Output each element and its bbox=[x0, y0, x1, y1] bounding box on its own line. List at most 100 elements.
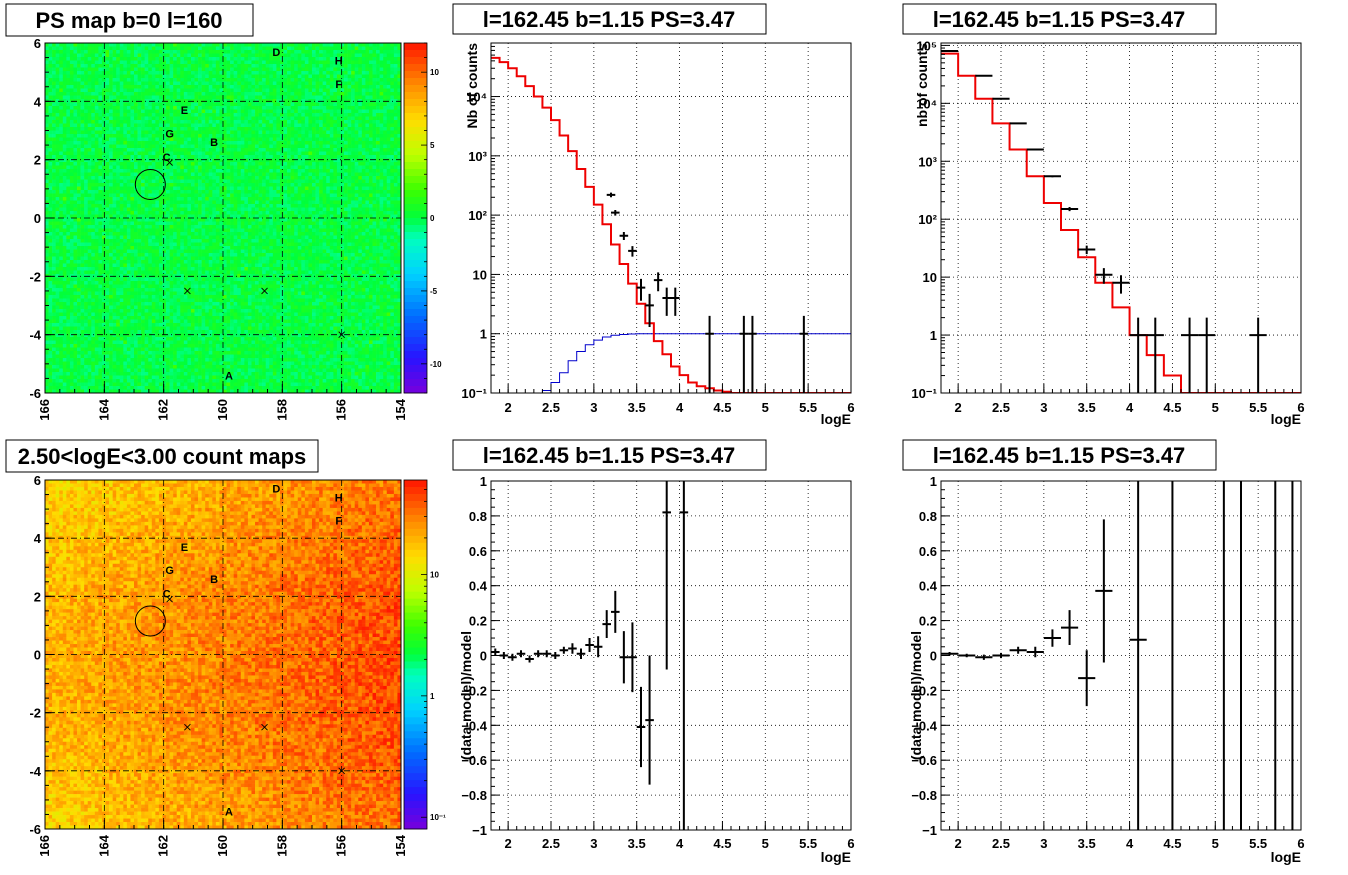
heatmap-cell bbox=[101, 242, 106, 247]
heatmap-cell bbox=[105, 340, 110, 345]
heatmap-cell bbox=[187, 144, 192, 149]
heatmap-cell bbox=[144, 333, 149, 338]
heatmap-cell bbox=[112, 379, 117, 383]
heatmap-cell bbox=[180, 361, 185, 366]
heatmap-cell bbox=[80, 361, 85, 366]
heatmap-cell bbox=[77, 113, 81, 117]
heatmap-cell bbox=[80, 312, 85, 317]
heatmap-cell bbox=[52, 221, 56, 226]
heatmap-cell bbox=[155, 71, 160, 75]
heatmap-cell bbox=[116, 207, 121, 212]
heatmap-cell bbox=[162, 351, 167, 355]
heatmap-cell bbox=[144, 214, 149, 219]
heatmap-cell bbox=[130, 207, 135, 212]
heatmap-cell bbox=[190, 344, 195, 348]
heatmap-cell bbox=[151, 46, 156, 51]
heatmap-cell bbox=[158, 155, 163, 159]
heatmap-cell bbox=[148, 344, 153, 348]
heatmap-cell bbox=[59, 253, 64, 257]
heatmap-cell bbox=[166, 260, 170, 264]
heatmap-cell bbox=[130, 116, 135, 121]
heatmap-cell bbox=[201, 60, 206, 65]
heatmap-cell bbox=[126, 71, 131, 75]
heatmap-cell bbox=[190, 204, 195, 208]
heatmap-cell bbox=[52, 347, 56, 352]
heatmap-cell bbox=[126, 169, 131, 173]
heatmap-cell bbox=[109, 85, 113, 89]
heatmap-cell bbox=[148, 358, 153, 362]
heatmap-cell bbox=[101, 137, 106, 142]
heatmap-cell bbox=[151, 344, 156, 348]
heatmap-cell bbox=[158, 57, 163, 61]
heatmap-cell bbox=[77, 316, 81, 320]
heatmap-cell bbox=[130, 267, 135, 271]
heatmap-cell bbox=[55, 130, 60, 135]
heatmap-cell bbox=[198, 260, 202, 264]
heatmap-cell bbox=[55, 46, 60, 51]
heatmap-cell bbox=[166, 113, 170, 117]
heatmap-cell bbox=[52, 253, 56, 257]
heatmap-cell bbox=[109, 43, 113, 47]
heatmap-cell bbox=[101, 78, 106, 82]
heatmap-cell bbox=[176, 375, 181, 380]
heatmap-cell bbox=[162, 53, 167, 58]
heatmap-cell bbox=[158, 53, 163, 58]
heatmap-cell bbox=[198, 277, 202, 282]
heatmap-cell bbox=[166, 74, 170, 79]
heatmap-cell bbox=[94, 165, 99, 170]
heatmap-cell bbox=[144, 309, 149, 313]
heatmap-cell bbox=[48, 158, 53, 163]
heatmap-cell bbox=[169, 221, 174, 226]
heatmap-cell bbox=[84, 379, 89, 383]
heatmap-cell bbox=[141, 179, 145, 184]
heatmap-cell bbox=[45, 242, 49, 247]
heatmap-cell bbox=[173, 389, 178, 393]
heatmap-cell bbox=[155, 200, 160, 205]
heatmap-cell bbox=[98, 207, 103, 212]
heatmap-cell bbox=[173, 78, 178, 82]
heatmap-cell bbox=[101, 165, 106, 170]
heatmap-cell bbox=[109, 382, 113, 387]
heatmap-cell bbox=[109, 190, 113, 194]
heatmap-cell bbox=[130, 85, 135, 89]
heatmap-cell bbox=[215, 295, 220, 299]
heatmap-cell bbox=[101, 379, 106, 383]
heatmap-cell bbox=[116, 71, 121, 75]
heatmap-cell bbox=[187, 277, 192, 282]
heatmap-cell bbox=[101, 319, 106, 324]
heatmap-cell bbox=[151, 99, 156, 103]
heatmap-cell bbox=[126, 106, 131, 110]
heatmap-cell bbox=[134, 144, 138, 149]
heatmap-cell bbox=[151, 130, 156, 135]
heatmap-cell bbox=[158, 312, 163, 317]
heatmap-cell bbox=[119, 288, 124, 292]
heatmap-cell bbox=[173, 330, 178, 334]
heatmap-cell bbox=[205, 197, 210, 201]
heatmap-cell bbox=[190, 50, 195, 54]
heatmap-cell bbox=[198, 137, 202, 142]
heatmap-cell bbox=[80, 284, 85, 289]
heatmap-cell bbox=[162, 190, 167, 194]
heatmap-cell bbox=[155, 204, 160, 208]
heatmap-cell bbox=[105, 361, 110, 366]
heatmap-cell bbox=[126, 228, 131, 233]
heatmap-cell bbox=[84, 253, 89, 257]
heatmap-cell bbox=[116, 354, 121, 359]
heatmap-cell bbox=[180, 253, 185, 257]
heatmap-cell bbox=[176, 242, 181, 247]
heatmap-cell bbox=[91, 123, 96, 128]
heatmap-cell bbox=[109, 277, 113, 282]
heatmap-cell bbox=[183, 172, 188, 177]
heatmap-cell bbox=[144, 95, 149, 100]
heatmap-cell bbox=[176, 155, 181, 159]
heatmap-cell bbox=[219, 53, 224, 58]
heatmap-cell bbox=[183, 316, 188, 320]
heatmap-cell bbox=[141, 295, 145, 299]
heatmap-cell bbox=[62, 113, 67, 117]
heatmap-cell bbox=[101, 249, 106, 254]
heatmap-cell bbox=[62, 109, 67, 114]
heatmap-cell bbox=[123, 375, 128, 380]
heatmap-cell bbox=[183, 106, 188, 110]
heatmap-cell bbox=[59, 302, 64, 306]
heatmap-cell bbox=[148, 197, 153, 201]
